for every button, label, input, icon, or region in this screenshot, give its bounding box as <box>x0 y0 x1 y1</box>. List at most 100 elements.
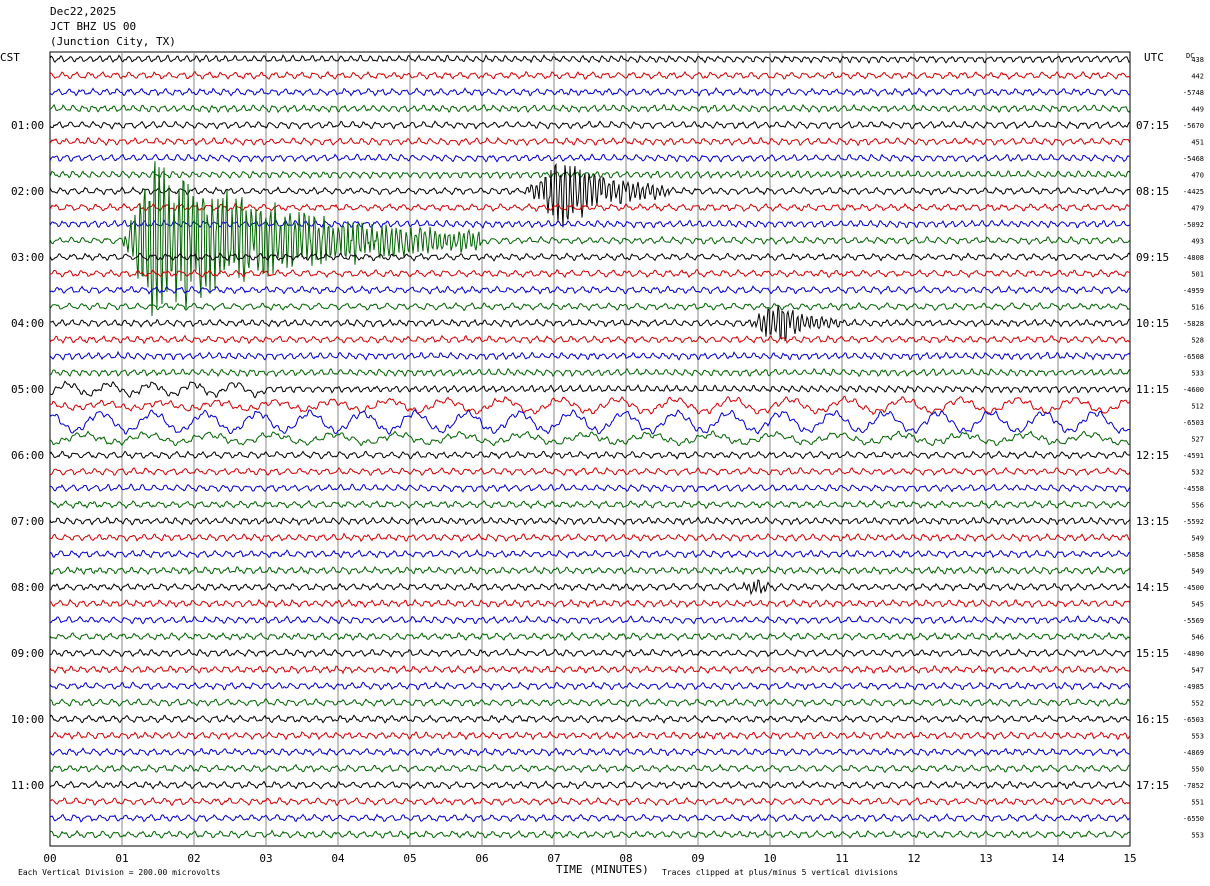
right-time-label: 09:15 <box>1136 251 1169 264</box>
trace-line <box>49 103 1131 114</box>
dc-offset-label: 451 <box>1191 139 1204 147</box>
trace-line <box>49 162 1131 228</box>
trace-line <box>49 697 1131 708</box>
dc-offset-label: -7852 <box>1183 782 1204 790</box>
dc-offset-label: -5748 <box>1183 89 1204 97</box>
station-label: JCT BHZ US 00 <box>50 20 136 33</box>
dc-offset-label: -4558 <box>1183 485 1204 493</box>
x-tick-label: 07 <box>547 852 560 865</box>
left-zone-label: CST <box>0 51 20 64</box>
dc-offset-label: 552 <box>1191 700 1204 708</box>
right-time-label: 11:15 <box>1136 383 1169 396</box>
dc-offset-label: 551 <box>1191 799 1204 807</box>
trace-line <box>49 268 1131 279</box>
trace-line <box>49 136 1131 147</box>
trace-line <box>49 664 1131 675</box>
dc-offset-label: -6503 <box>1183 419 1204 427</box>
x-tick-label: 04 <box>331 852 345 865</box>
dc-offset-label: 516 <box>1191 304 1204 312</box>
trace-line <box>49 648 1131 658</box>
trace-line <box>49 153 1131 163</box>
right-time-label: 08:15 <box>1136 185 1169 198</box>
trace-line <box>49 714 1131 724</box>
trace-line <box>49 829 1131 840</box>
scale-note: Each Vertical Division = 200.00 microvol… <box>18 868 220 877</box>
trace-line <box>49 54 1131 64</box>
right-time-label: 07:15 <box>1136 119 1169 132</box>
dc-offset-label: -4600 <box>1183 386 1204 394</box>
trace-line <box>49 120 1131 130</box>
x-tick-label: 05 <box>403 852 416 865</box>
dc-label: DC <box>1186 52 1194 60</box>
dc-offset-label: 528 <box>1191 337 1204 345</box>
trace-line <box>49 483 1131 493</box>
trace-line <box>49 285 1131 295</box>
trace-line <box>49 615 1131 625</box>
trace-line <box>49 579 1131 596</box>
left-time-label: 05:00 <box>11 383 44 396</box>
clip-note: Traces clipped at plus/minus 5 vertical … <box>662 868 898 877</box>
dc-offset-label: 547 <box>1191 667 1204 675</box>
dc-offset-label: 556 <box>1191 502 1204 510</box>
dc-offset-label: 533 <box>1191 370 1204 378</box>
right-time-label: 17:15 <box>1136 779 1169 792</box>
right-time-label: 15:15 <box>1136 647 1169 660</box>
left-time-label: 06:00 <box>11 449 44 462</box>
trace-line <box>49 450 1131 460</box>
dc-offset-label: -6503 <box>1183 716 1204 724</box>
dc-offset-label: -4591 <box>1183 452 1204 460</box>
x-tick-label: 03 <box>259 852 272 865</box>
dc-offset-label: -5569 <box>1183 617 1204 625</box>
trace-line <box>49 499 1131 510</box>
trace-line <box>50 305 1131 342</box>
trace-line <box>49 409 1131 435</box>
trace-line <box>49 548 1131 559</box>
trace-line <box>49 252 1131 262</box>
dc-offset-label: 549 <box>1191 535 1204 543</box>
dc-offset-label: -5592 <box>1183 518 1204 526</box>
dc-offset-label: 501 <box>1191 271 1204 279</box>
trace-line <box>49 367 1131 378</box>
plot-frame <box>49 51 1131 847</box>
right-zone-label: UTC <box>1144 51 1164 64</box>
location-label: (Junction City, TX) <box>50 35 176 48</box>
x-tick-label: 00 <box>43 852 56 865</box>
x-axis-title: TIME (MINUTES) <box>556 863 649 876</box>
dc-offset-label: -4808 <box>1183 254 1204 262</box>
dc-offset-label: 512 <box>1191 403 1204 411</box>
trace-line <box>49 334 1131 345</box>
dc-offset-label: -5670 <box>1183 122 1204 130</box>
dc-offset-label: 549 <box>1191 568 1204 576</box>
dc-offset-label: -4985 <box>1183 683 1204 691</box>
dc-offset-label: -4959 <box>1183 287 1204 295</box>
dc-offset-label: -5828 <box>1183 320 1204 328</box>
dc-offset-label: 479 <box>1191 205 1204 213</box>
x-tick-label: 14 <box>1051 852 1065 865</box>
trace-line <box>49 598 1131 609</box>
left-time-label: 09:00 <box>11 647 44 660</box>
trace-line <box>49 532 1131 543</box>
dc-offset-label: -4425 <box>1183 188 1204 196</box>
trace-line <box>49 430 1131 447</box>
right-time-label: 16:15 <box>1136 713 1169 726</box>
right-time-labels: 07:15 08:15 09:15 10:15 11:15 12:15 13:15 14:15… <box>1136 119 1169 792</box>
dc-offset-label: 545 <box>1191 601 1204 609</box>
dc-offset-label: 553 <box>1191 733 1204 741</box>
x-tick-label: 11 <box>835 852 848 865</box>
left-time-labels: 01:00 02:00 03:00 04:00 05:00 06:00 07:00 08:00… <box>11 119 44 792</box>
trace-line <box>49 202 1131 212</box>
dc-offset-label: 532 <box>1191 469 1204 477</box>
dc-offset-labels: 438 442 -5748 449 -5670 451 -5468 470 -4425 479 -5… <box>1183 56 1204 840</box>
trace-line <box>49 350 1131 361</box>
dc-offset-label: 438 <box>1191 56 1204 64</box>
trace-line <box>49 301 1131 312</box>
x-tick-label: 10 <box>763 852 776 865</box>
trace-line <box>49 70 1131 81</box>
dc-offset-label: 546 <box>1191 634 1204 642</box>
x-tick-label: 13 <box>979 852 992 865</box>
dc-offset-label: -4869 <box>1183 749 1204 757</box>
dc-offset-label: 470 <box>1191 172 1204 180</box>
left-time-label: 10:00 <box>11 713 44 726</box>
trace-line <box>49 631 1131 642</box>
dc-offset-label: -5858 <box>1183 551 1204 559</box>
